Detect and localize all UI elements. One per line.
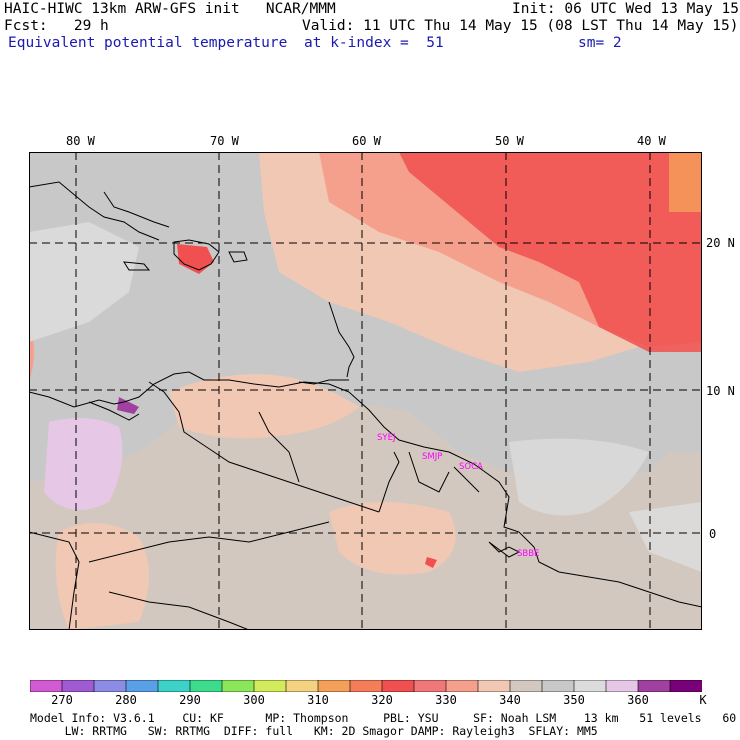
border-peru-brazil	[108, 591, 250, 630]
colorbar-swatch	[125, 680, 159, 692]
colorbar-swatch	[605, 680, 639, 692]
colorbar-tick-label: 290	[179, 693, 201, 707]
light-region-caribbean	[29, 222, 139, 342]
colorbar-unit: K	[699, 693, 707, 707]
smoothing: sm= 2	[578, 35, 622, 51]
colorbar-swatch	[413, 680, 447, 692]
colorbar-swatch	[253, 680, 287, 692]
lat-label-equator: 0	[709, 527, 717, 541]
model-info-line2: LW: RRTMG SW: RRTMG DIFF: full KM: 2D Sm…	[30, 724, 598, 738]
peach-region-amazon	[329, 502, 456, 575]
lilac-region-pacific	[44, 418, 123, 510]
model-title: HAIC-HIWC 13km ARW-GFS init NCAR/MMM	[4, 1, 336, 17]
hispaniola-patch	[177, 244, 214, 274]
colorbar-swatch	[381, 680, 415, 692]
colorbar-swatch	[509, 680, 543, 692]
colorbar-swatch	[221, 680, 255, 692]
station-soca: SOCA	[459, 462, 483, 472]
lat-label-10n: 10 N	[706, 384, 735, 398]
border-suriname	[408, 451, 450, 493]
map-frame	[29, 152, 702, 630]
station-sbbe: SBBE	[517, 549, 539, 559]
colorbar-swatch	[349, 680, 383, 692]
theta-e-map: SYEJ SMJP SOCA SBBE	[29, 152, 702, 630]
colorbar-swatch	[445, 680, 479, 692]
colorbar-swatch	[61, 680, 95, 692]
colorbar-tick-label: 360	[627, 693, 649, 707]
peach-region-andes	[55, 523, 149, 630]
coast-marajo	[488, 541, 521, 558]
coast-bahamas	[103, 191, 170, 228]
colorbar-swatch	[30, 680, 63, 692]
colorbar-tick-label: 340	[499, 693, 521, 707]
colorbar-tick-label: 350	[563, 693, 585, 707]
coast-south-america	[29, 371, 702, 608]
colorbar-swatch	[157, 680, 191, 692]
light-region-atlantic	[509, 438, 649, 516]
coast-cuba	[29, 181, 160, 241]
colorbar-swatch	[477, 680, 511, 692]
colorbar	[30, 680, 702, 692]
colorbar-swatch	[93, 680, 127, 692]
lon-label-60w: 60 W	[352, 134, 381, 148]
coast-trinidad	[298, 379, 349, 385]
colorbar-swatch	[189, 680, 223, 692]
coast-puerto-rico	[228, 251, 248, 263]
orange-patch	[669, 152, 702, 212]
forecast-hour: Fcst: 29 h	[4, 18, 109, 34]
red-spot-amazon	[425, 557, 437, 568]
border-venezuela-inner	[258, 411, 300, 483]
coast-panama	[88, 401, 140, 421]
colorbar-tick-label: 320	[371, 693, 393, 707]
coast-jamaica	[123, 261, 151, 271]
lon-label-40w: 40 W	[637, 134, 666, 148]
lat-label-20n: 20 N	[706, 236, 735, 250]
model-info-line1: Model Info: V3.6.1 CU: KF MP: Thompson P…	[30, 711, 740, 725]
lon-label-80w: 80 W	[66, 134, 95, 148]
colorbar-swatch	[541, 680, 575, 692]
coast-ecuador-peru	[29, 531, 80, 630]
level-index: at k-index = 51	[304, 35, 444, 51]
border-french-guiana	[453, 466, 480, 493]
station-syej: SYEJ	[377, 433, 395, 443]
colorbar-tick-label: 270	[51, 693, 73, 707]
purple-patch	[117, 397, 139, 414]
red-region	[399, 152, 702, 352]
border-guyana	[378, 451, 400, 513]
colorbar-tick-label: 330	[435, 693, 457, 707]
light-region-east	[629, 502, 702, 572]
colorbar-swatch	[317, 680, 351, 692]
border-colombia-brazil	[88, 521, 330, 563]
init-time: Init: 06 UTC Wed 13 May 15	[512, 1, 739, 17]
colorbar-swatch	[573, 680, 607, 692]
valid-time: Valid: 11 UTC Thu 14 May 15 (08 LST Thu …	[302, 18, 739, 34]
colorbar-swatch	[669, 680, 702, 692]
colorbar-tick-label: 310	[307, 693, 329, 707]
border-colombia-venezuela	[148, 381, 380, 513]
colorbar-swatch	[637, 680, 671, 692]
field-name: Equivalent potential temperature	[8, 35, 288, 51]
coastlines	[29, 181, 702, 630]
coast-lesser-antilles	[328, 301, 355, 378]
station-smjp: SMJP	[422, 452, 442, 462]
graticule	[29, 152, 702, 630]
colorbar-swatch	[285, 680, 319, 692]
colorbar-tick-label: 280	[115, 693, 137, 707]
lon-label-70w: 70 W	[210, 134, 239, 148]
coast-hispaniola	[173, 239, 220, 271]
lon-label-50w: 50 W	[495, 134, 524, 148]
colorbar-tick-label: 300	[243, 693, 265, 707]
